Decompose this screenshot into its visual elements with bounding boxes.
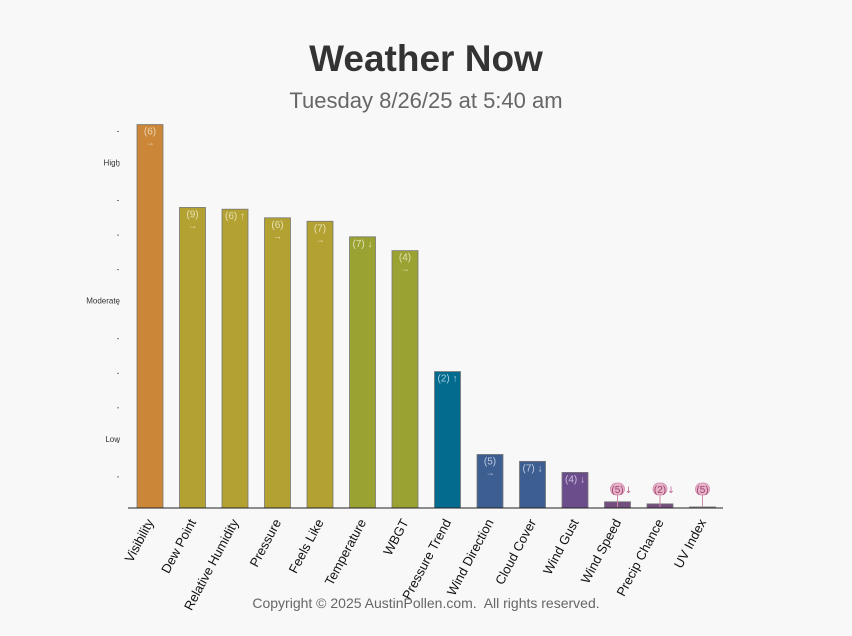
bar-data-label: (7): [314, 223, 326, 234]
bar: [221, 208, 249, 509]
bar: [519, 460, 546, 509]
bar-data-arrow: →: [316, 234, 325, 244]
bar-data-label: (7) ↓: [523, 463, 543, 474]
x-tick-label: Pressure: [246, 516, 284, 569]
bar: [349, 236, 376, 509]
x-tick-label: Wind Gust: [540, 516, 582, 577]
bar-data-label: (7) ↓: [353, 239, 373, 250]
bar-data-label: (5): [484, 456, 496, 467]
x-tick-label: WBGT: [380, 516, 412, 558]
bar: [179, 207, 206, 509]
bar-data-label: (5): [696, 485, 708, 496]
bar-data-label: (2): [654, 485, 666, 496]
bar-data-label: (4): [399, 253, 411, 264]
bar-data-arrow: →: [146, 138, 155, 148]
bar-data-label: (6): [144, 127, 156, 138]
copyright-footer: Copyright © 2025 AustinPollen.com. All r…: [252, 595, 600, 611]
bar: [136, 124, 164, 509]
bar-data-arrow: ↓: [667, 486, 675, 496]
x-tick-label: Feels Like: [286, 516, 327, 575]
bar-data-arrow: →: [486, 467, 495, 477]
bar: [434, 371, 461, 509]
y-level-label: Low: [105, 435, 120, 444]
bar: [306, 220, 334, 509]
chart-subtitle: Tuesday 8/26/25 at 5:40 am: [289, 88, 563, 113]
bar-data-arrow: →: [273, 231, 282, 241]
bar-data-label: (5): [611, 485, 623, 496]
bar: [561, 472, 589, 509]
bar-data-label: (4) ↓: [565, 474, 585, 485]
bar-data-label: (9): [186, 209, 198, 220]
bar-data-arrow: ↓: [625, 486, 633, 496]
bar: [476, 454, 504, 509]
x-tick-label: Wind Speed: [578, 516, 624, 586]
bar-data-label: (6) ↑: [225, 211, 245, 222]
x-tick-label: Cloud Cover: [492, 516, 539, 587]
bar: [264, 217, 291, 509]
bar-data-label: (2) ↑: [438, 374, 458, 385]
chart-title: Weather Now: [309, 38, 543, 79]
x-tick-label: Precip Chance: [613, 516, 666, 598]
y-level-label: Moderate: [86, 297, 120, 306]
bar: [391, 250, 419, 509]
bar-data-arrow: →: [188, 220, 197, 230]
x-tick-label: Visibility: [121, 516, 156, 565]
label-bubble: [610, 482, 625, 496]
label-bubble: [695, 482, 710, 496]
bar-data-arrow: →: [401, 264, 410, 274]
x-tick-label: UV Index: [671, 516, 710, 571]
x-tick-label: Dew Point: [158, 516, 199, 576]
bar-data-label: (6): [271, 220, 283, 231]
x-tick-label: Temperature: [322, 516, 370, 587]
label-bubble: [652, 482, 668, 496]
y-level-label: High: [104, 159, 120, 168]
x-tick-label: Wind Direction: [444, 516, 497, 598]
